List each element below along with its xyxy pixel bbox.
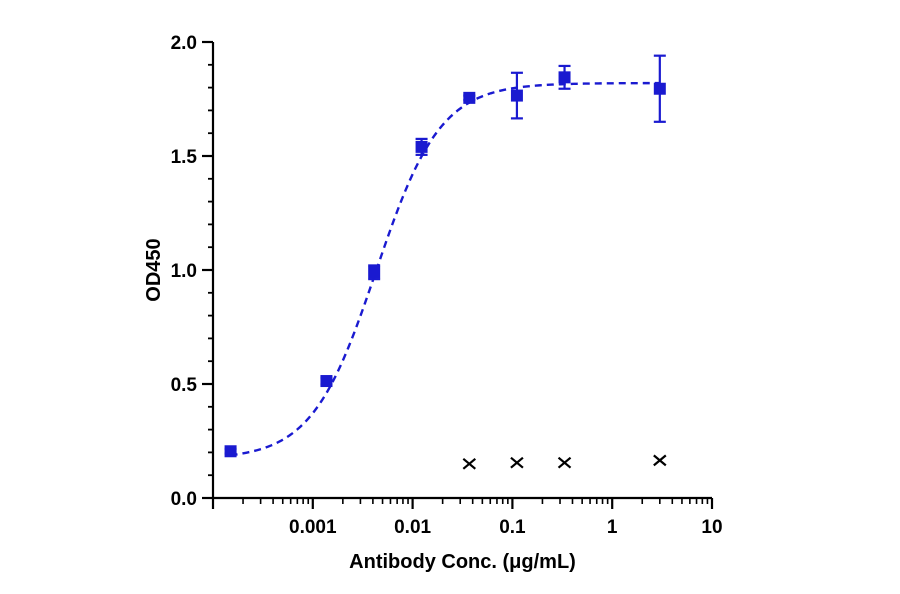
x-mark-stroke: [462, 457, 477, 470]
x-tick-label: 1: [607, 517, 618, 538]
y-axis-title: OD450: [143, 238, 165, 301]
y-tick-label: 0.5: [171, 375, 198, 396]
data-point-square: [558, 71, 571, 84]
x-axis: 0.001 0.01 0.1 1 10: [211, 496, 723, 538]
data-point-x: [557, 456, 572, 469]
data-point-square: [368, 266, 381, 279]
data-point-square: [224, 445, 237, 458]
x-axis-title: Antibody Conc. (μg/mL): [349, 551, 576, 573]
y-tick-label: 0.0: [171, 489, 197, 510]
x-mark-stroke: [510, 456, 524, 469]
data-marks-layer: [224, 54, 667, 470]
data-point-x: [653, 454, 667, 467]
data-point-square: [510, 89, 523, 102]
x-tick-label: 0.1: [499, 517, 526, 538]
data-point-x: [510, 456, 524, 469]
x-mark-stroke: [557, 456, 572, 469]
data-point-x: [462, 457, 477, 470]
fit-curve: [230, 81, 660, 457]
y-tick-label: 1.0: [171, 261, 197, 282]
data-point-square: [415, 140, 428, 153]
x-mark-stroke: [653, 454, 667, 467]
y-tick-label: 2.0: [171, 33, 197, 54]
x-tick-label: 0.001: [289, 517, 337, 538]
fit-curve-layer: [230, 81, 660, 457]
data-point-square: [653, 82, 666, 95]
x-tick-label: 10: [701, 517, 722, 538]
data-point-square: [463, 91, 476, 104]
data-point-square: [320, 375, 333, 388]
y-tick-label: 1.5: [171, 147, 198, 168]
x-tick-label: 0.01: [394, 517, 431, 538]
y-axis: 0.0 0.5 1.0 1.5 2.0: [171, 33, 215, 510]
